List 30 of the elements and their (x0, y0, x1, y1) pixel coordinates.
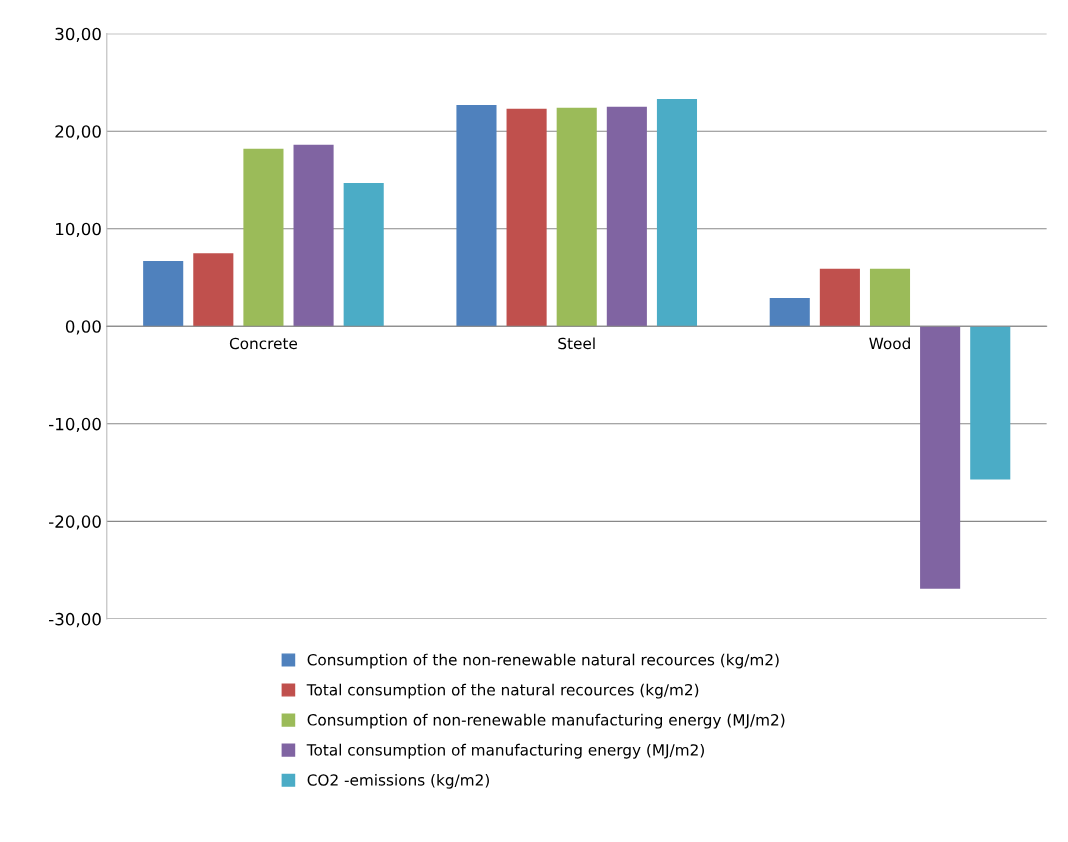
x-tick-label: Steel (558, 337, 595, 350)
bar (920, 326, 961, 589)
y-tick-label: 30,00 (55, 27, 101, 42)
y-tick-label: 0,00 (65, 320, 101, 335)
y-tick-label: 10,00 (56, 222, 101, 238)
bar (193, 253, 234, 327)
y-tick-label: -10,00 (49, 417, 101, 433)
legend-label: CO2 -emissions (kg/m2) (307, 773, 489, 789)
x-tick-label: Concrete (229, 337, 298, 350)
y-tick-label: -20,00 (49, 515, 101, 530)
bar (456, 104, 497, 327)
legend-label: Total consumption of manufacturing energy (MJ/m2) (306, 743, 704, 759)
bar (243, 148, 284, 327)
bar (293, 144, 334, 327)
bar (606, 106, 647, 327)
y-tick-label: 20,00 (55, 125, 101, 140)
x-tick-label: Wood (869, 337, 910, 350)
legend-label: Consumption of the non-renewable natural recources (kg/m2) (307, 653, 779, 669)
bar (343, 182, 384, 327)
bar (769, 297, 810, 327)
bar (143, 260, 184, 327)
bar (506, 108, 547, 327)
legend-label: Consumption of non-renewable manufacturing energy (MJ/m2) (307, 713, 785, 729)
bar (656, 99, 698, 327)
bar (970, 326, 1011, 480)
bar (869, 268, 911, 327)
legend-label: Total consumption of the natural recources (kg/m2) (306, 683, 699, 699)
bar (556, 107, 597, 327)
y-tick-label: -30,00 (49, 612, 101, 628)
bar (819, 268, 860, 327)
